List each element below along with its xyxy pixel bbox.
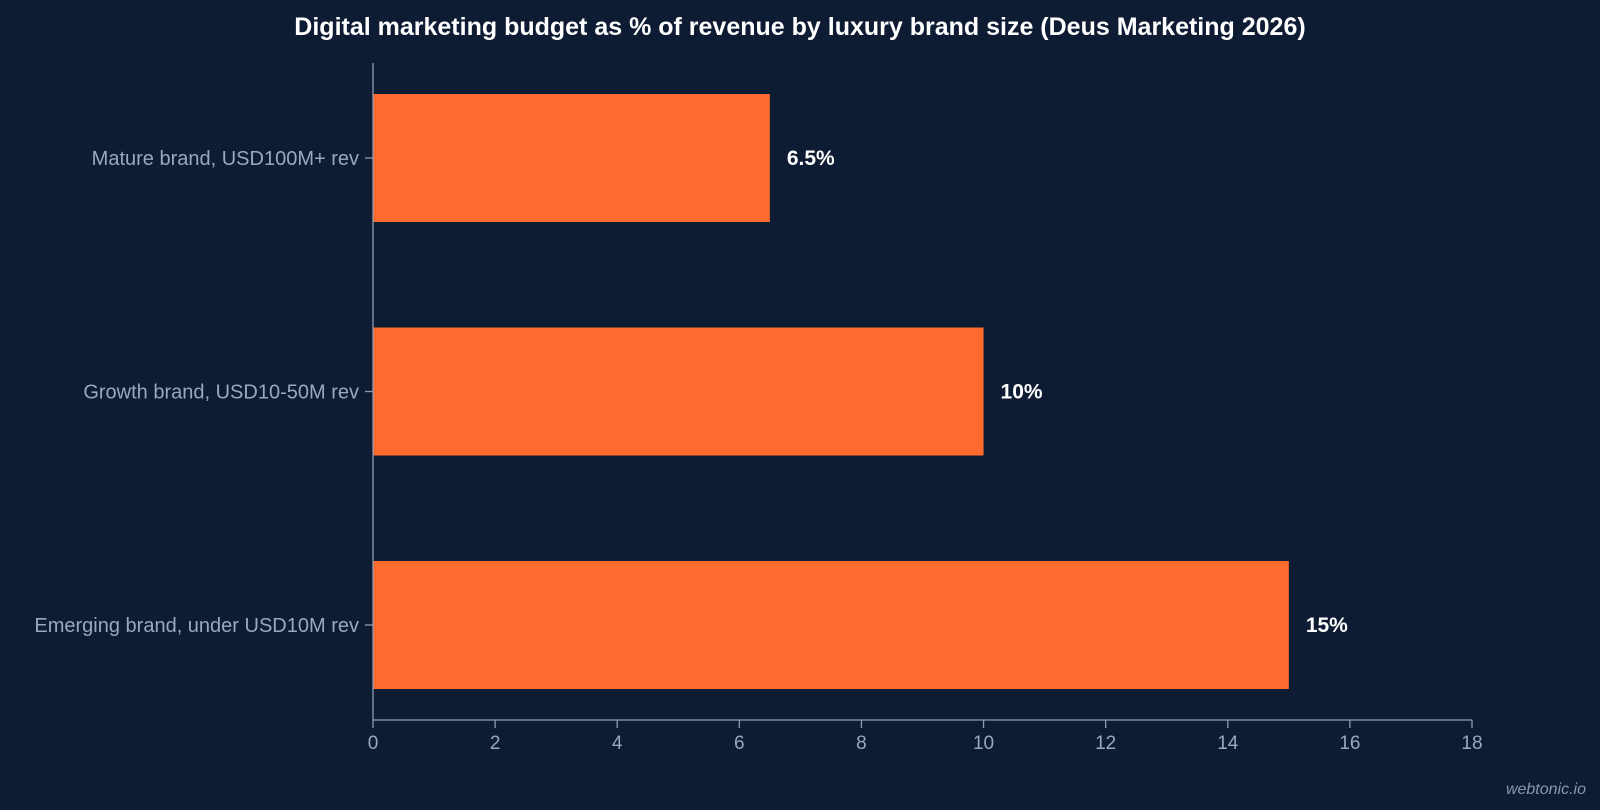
bars-layer: 6.5% 10% 15%	[373, 94, 1348, 689]
data-label: 10%	[1001, 381, 1043, 404]
bar	[373, 561, 1289, 689]
x-tick-label: 12	[1095, 733, 1116, 754]
x-tick-label: 6	[734, 733, 745, 754]
bar	[373, 327, 984, 456]
x-tick-label: 10	[973, 733, 994, 754]
x-tick-label: 14	[1217, 733, 1239, 754]
category-label: Mature brand, USD100M+ rev	[92, 148, 359, 170]
data-label: 6.5%	[787, 147, 835, 170]
x-tick-label: 0	[368, 733, 379, 754]
x-tick-label: 18	[1461, 733, 1482, 754]
category-label: Growth brand, USD10-50M rev	[83, 382, 359, 404]
x-tick-label: 2	[490, 733, 501, 754]
bar	[373, 94, 770, 222]
x-tick-label: 4	[612, 733, 623, 754]
x-tick-label: 16	[1339, 733, 1360, 754]
category-label: Emerging brand, under USD10M rev	[34, 615, 359, 637]
chart-title: Digital marketing budget as % of revenue…	[294, 13, 1305, 41]
data-label: 15%	[1306, 614, 1348, 637]
x-tick-label: 8	[856, 733, 867, 754]
axes-layer: Mature brand, USD100M+ rev Growth brand, …	[34, 63, 1483, 754]
watermark: webtonic.io	[1506, 781, 1586, 798]
